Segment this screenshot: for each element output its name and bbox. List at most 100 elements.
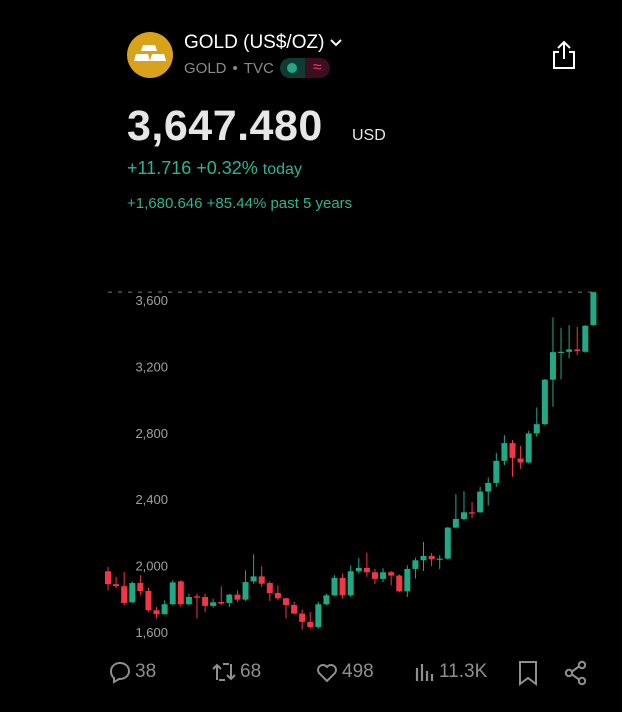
candle-body	[274, 592, 281, 599]
candle-body	[193, 596, 200, 598]
candle-body	[153, 610, 160, 615]
candle-body	[452, 518, 459, 528]
candle-body	[266, 583, 273, 593]
today-label: today	[262, 161, 302, 178]
change-today: +11.716 +0.32% today	[127, 158, 302, 179]
y-tick-label: 1,600	[135, 625, 168, 640]
candle-body	[363, 567, 370, 573]
candle-body	[396, 575, 403, 592]
views-button[interactable]: 11.3K	[414, 660, 487, 684]
market-status-badge[interactable]: ≈	[279, 58, 330, 78]
candle-body	[517, 458, 524, 463]
candle-body	[137, 583, 144, 591]
share-button[interactable]	[551, 40, 577, 75]
candle-body	[436, 558, 443, 560]
candle-body	[541, 379, 548, 425]
y-tick-label: 3,600	[135, 293, 168, 308]
candlestick-chart[interactable]: 1,600 2,000 2,400 2,800 3,200 3,600	[0, 280, 622, 640]
candle-body	[121, 586, 128, 603]
candle-body	[331, 577, 338, 596]
candle-body	[291, 604, 298, 614]
current-price: 3,647.480	[127, 102, 323, 150]
currency-label: USD	[352, 127, 386, 144]
candle-body	[307, 621, 314, 628]
candle-body	[210, 602, 217, 606]
view-count: 11.3K	[439, 661, 488, 682]
candle-body	[388, 572, 395, 576]
reply-count: 38	[135, 661, 157, 682]
comment-icon	[109, 661, 131, 684]
candle-body	[105, 571, 111, 585]
exchange-name: TVC	[243, 59, 274, 77]
repost-button[interactable]: 68	[211, 660, 261, 684]
candle-body	[145, 590, 152, 611]
heart-icon	[317, 664, 337, 683]
candle-body	[501, 443, 508, 461]
candle-body	[525, 433, 532, 463]
candle-body	[477, 491, 484, 513]
candle-body	[234, 594, 241, 600]
share-icon	[553, 40, 575, 69]
delayed-data-icon: ≈	[304, 58, 330, 78]
candle-body	[428, 555, 435, 560]
candle-body	[185, 596, 192, 605]
candle-body	[444, 527, 451, 559]
candle-body	[282, 598, 289, 605]
candle-body	[549, 352, 556, 380]
candle-body	[169, 582, 176, 605]
candle-body	[226, 594, 233, 603]
candle-body	[558, 351, 565, 353]
candle-body	[258, 576, 265, 584]
gold-bars-icon	[127, 32, 173, 78]
candle-body	[566, 349, 573, 352]
candle-body	[412, 560, 419, 569]
share-post-button[interactable]	[564, 660, 588, 686]
candle-body	[323, 595, 330, 605]
views-chart-icon	[415, 664, 434, 681]
candle-body	[250, 576, 257, 582]
bookmark-icon	[519, 661, 537, 686]
change-5y: +1,680.646 +85.44% past 5 years	[127, 195, 353, 212]
like-count: 498	[342, 661, 374, 682]
candle-body	[129, 583, 136, 603]
reply-button[interactable]: 38	[108, 660, 156, 684]
candle-body	[493, 460, 500, 483]
share-nodes-icon	[564, 660, 587, 686]
candle-body	[590, 292, 597, 326]
candle-body	[404, 568, 411, 592]
like-button[interactable]: 498	[315, 660, 374, 684]
candle-body	[339, 577, 346, 596]
y-tick-label: 3,200	[135, 359, 168, 374]
symbol-ticker: GOLD	[184, 59, 227, 77]
candle-body	[315, 604, 322, 628]
candle-body	[299, 613, 306, 622]
repost-icon	[212, 663, 236, 681]
candle-body	[371, 572, 378, 579]
candle-body	[347, 571, 354, 596]
post-actions-bar: 38 68 498 11.3K	[0, 660, 622, 690]
candle-body	[509, 443, 516, 458]
symbol-subtitle: GOLD • TVC ≈	[184, 58, 330, 78]
candle-body	[161, 604, 168, 615]
candle-body	[582, 325, 589, 352]
y-tick-label: 2,800	[135, 426, 168, 441]
candle-body	[113, 584, 120, 587]
symbol-title[interactable]: GOLD (US$/OZ)	[184, 32, 343, 54]
candle-body	[420, 555, 427, 561]
candle-body	[218, 601, 225, 604]
candle-body	[380, 572, 387, 579]
separator: •	[232, 59, 238, 77]
change-today-value: +11.716 +0.32%	[127, 158, 258, 178]
candle-body	[533, 424, 540, 434]
bookmark-button[interactable]	[518, 660, 538, 686]
candle-body	[177, 581, 184, 605]
market-open-dot-icon	[279, 58, 305, 78]
candle-body	[355, 567, 362, 572]
candle-body	[202, 596, 209, 606]
y-tick-label: 2,400	[135, 492, 168, 507]
repost-count: 68	[240, 661, 262, 682]
candle-body	[574, 349, 581, 352]
candle-body	[469, 512, 476, 514]
y-tick-label: 2,000	[135, 559, 168, 574]
candle-body	[485, 482, 492, 492]
